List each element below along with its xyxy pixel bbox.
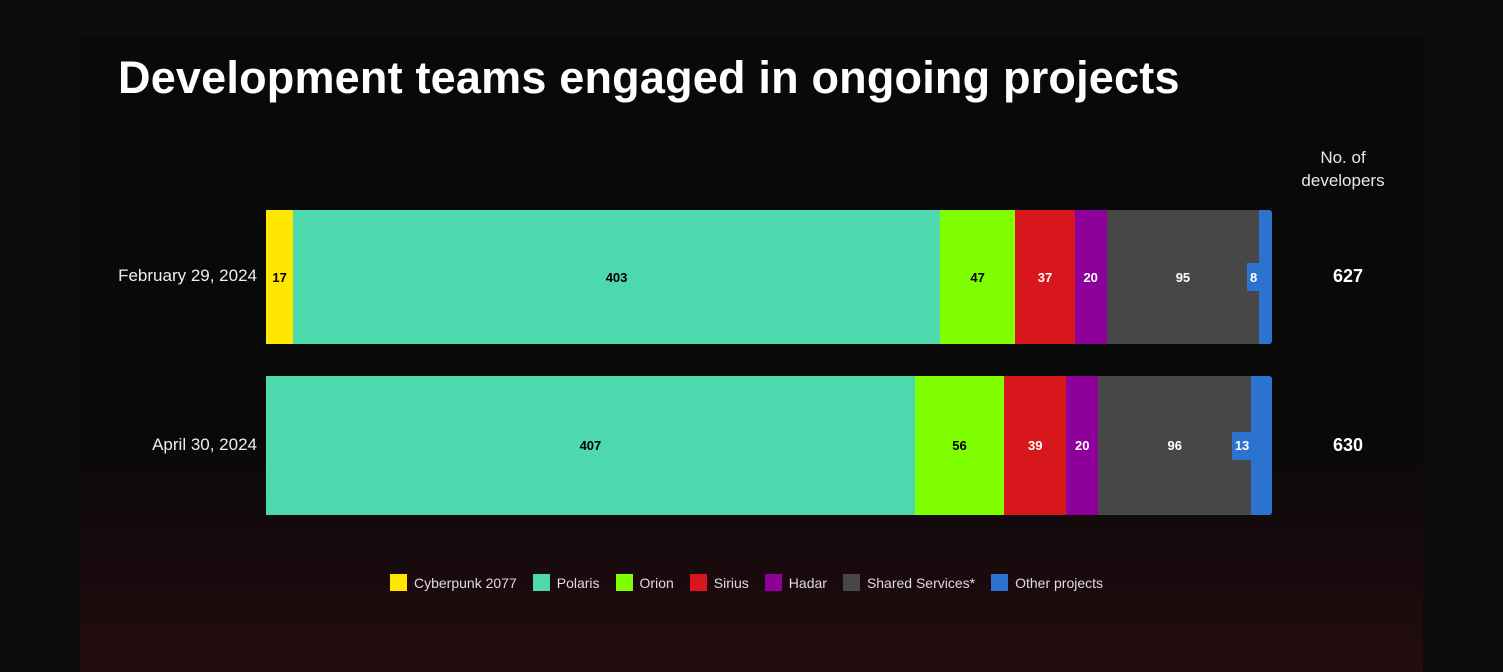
- bar-segment: 56: [914, 376, 1005, 515]
- bar-segment: 407: [266, 376, 915, 515]
- bar-segment: 20: [1066, 376, 1099, 515]
- bar-segment: [1251, 376, 1272, 515]
- legend-item: Sirius: [689, 574, 749, 591]
- bar-segment: 17: [266, 210, 294, 344]
- total-value: 627: [1332, 266, 1364, 286]
- chart-card: [80, 37, 1423, 672]
- legend-label: Polaris: [556, 574, 600, 591]
- legend-item: Hadar: [764, 574, 827, 591]
- legend-item: Polaris: [532, 574, 600, 591]
- legend-item: Orion: [615, 574, 674, 591]
- data-label: 407: [579, 438, 602, 453]
- bar-segment: 37: [1015, 210, 1075, 344]
- legend-item: Shared Services*: [842, 574, 976, 591]
- legend-item: Other projects: [991, 574, 1103, 591]
- data-label: 403: [605, 269, 628, 285]
- data-label: 95: [1175, 269, 1191, 285]
- data-label: 47: [970, 269, 985, 285]
- legend-label: Orion: [639, 574, 674, 591]
- legend-label: Cyberpunk 2077: [414, 574, 517, 591]
- legend-swatch: [842, 574, 860, 591]
- bar-segment: 96: [1098, 376, 1252, 515]
- legend-swatch: [689, 574, 707, 591]
- legend-item: Cyberpunk 2077: [390, 574, 517, 591]
- bar-segment: 39: [1004, 376, 1067, 515]
- chart-title: Development teams engaged in ongoing pro…: [118, 52, 1180, 103]
- bar-segment: 403: [293, 210, 940, 344]
- data-label: 37: [1037, 269, 1053, 285]
- bar-segment: [1259, 210, 1272, 344]
- data-label: 96: [1167, 438, 1182, 453]
- legend-swatch: [764, 574, 782, 591]
- stacked-bar: 17 403 47 37 20 95 8: [266, 210, 1272, 344]
- legend-swatch: [615, 574, 633, 591]
- bar-segment: 20: [1074, 210, 1107, 344]
- stacked-bar: 407 56 39 20 96 13: [266, 376, 1272, 515]
- data-label: 56: [952, 438, 967, 453]
- total-column-header: No. of developers: [1301, 148, 1385, 190]
- data-label: 39: [1028, 438, 1043, 453]
- data-label: 13: [1231, 431, 1253, 460]
- bar-segment: 95: [1106, 210, 1260, 344]
- category-label: April 30, 2024: [152, 434, 257, 454]
- legend-label: Other projects: [1015, 574, 1104, 591]
- legend: Cyberpunk 2077 Polaris Orion Sirius Hadar Sha…: [390, 574, 1103, 591]
- legend-swatch: [532, 574, 550, 591]
- category-label: February 29, 2024: [118, 266, 257, 285]
- data-label: 20: [1075, 438, 1090, 453]
- legend-swatch: [390, 574, 407, 591]
- legend-swatch: [991, 574, 1009, 591]
- legend-label: Shared Services*: [866, 574, 976, 591]
- data-label: 17: [272, 269, 287, 285]
- legend-label: Sirius: [713, 574, 749, 591]
- data-label: 8: [1246, 263, 1261, 291]
- total-value: 630: [1332, 434, 1364, 455]
- data-label: 20: [1083, 269, 1098, 285]
- legend-label: Hadar: [788, 574, 827, 591]
- bar-segment: 47: [939, 210, 1016, 344]
